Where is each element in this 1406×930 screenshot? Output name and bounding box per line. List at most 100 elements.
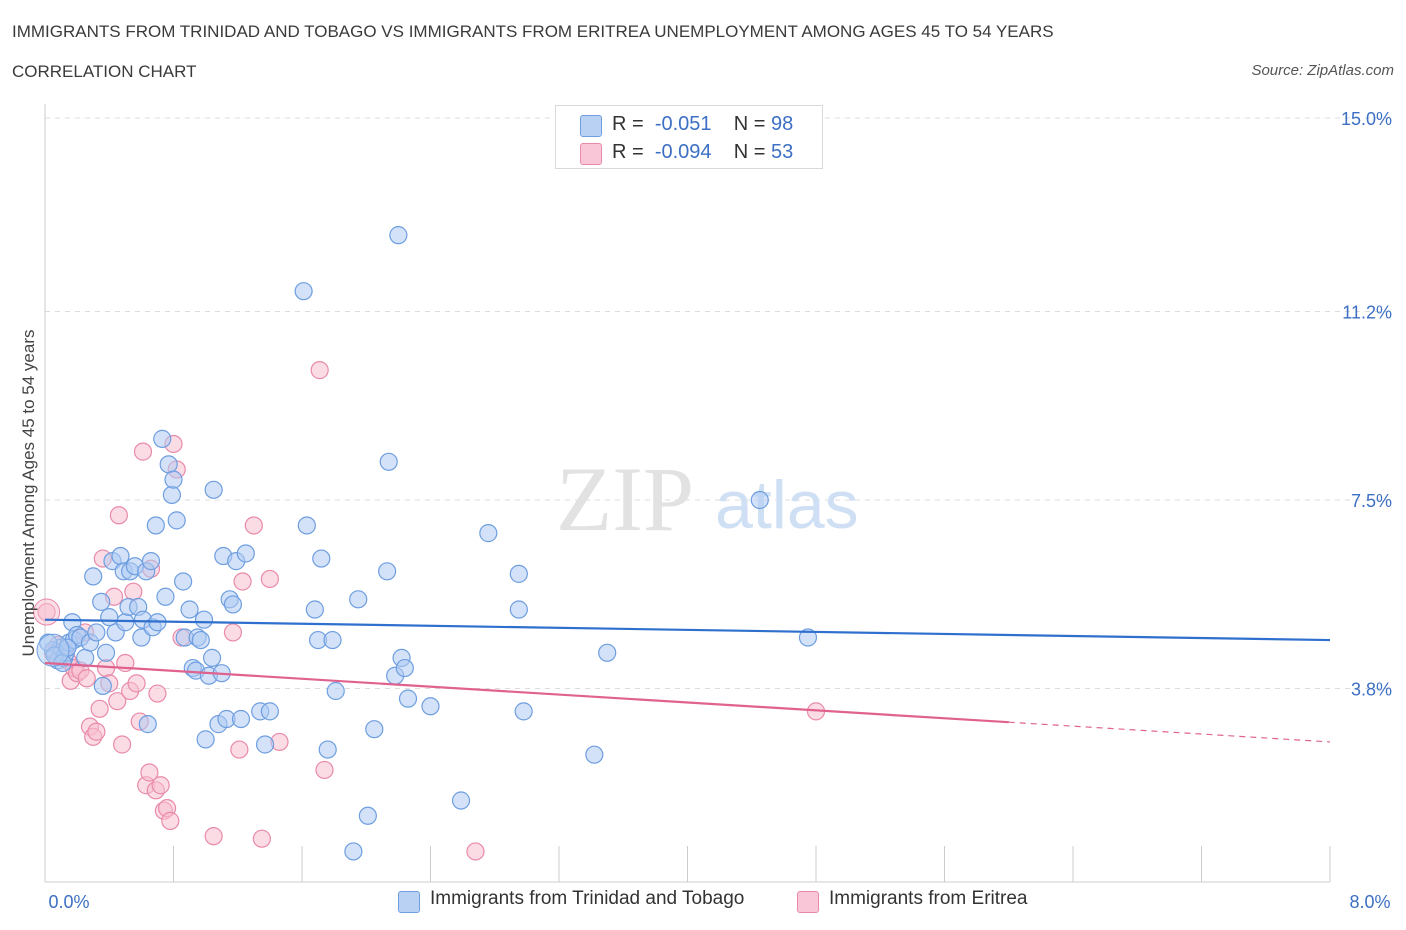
trinidad-point (111, 546, 130, 566)
trinidad-point (191, 630, 210, 650)
eritrea-point (90, 699, 109, 718)
trinidad-point (297, 516, 316, 535)
trinidad-point (96, 643, 116, 662)
trinidad-point (260, 702, 279, 721)
trinidad-point (349, 590, 368, 609)
trinidad-point (451, 791, 471, 810)
trinidad-point (87, 623, 106, 642)
trinidad-point (196, 730, 215, 749)
legend-n-value-eritrea: 53 (771, 141, 794, 163)
trinidad-point (174, 572, 193, 591)
legend-swatch-trinidad (580, 115, 602, 137)
trinidad-point (100, 608, 119, 627)
trinidad-point (159, 455, 178, 474)
trinidad-point (255, 735, 275, 754)
trinidad-point (36, 633, 70, 667)
trinidad-point (141, 552, 161, 571)
legend-n-label: N = (733, 141, 766, 163)
eritrea-point (315, 760, 334, 780)
source-credit: Source: ZipAtlas.com (1251, 62, 1394, 79)
trinidad-points (36, 226, 818, 861)
y-tick-label: 7.5% (1351, 491, 1392, 511)
eritrea-point (230, 740, 249, 759)
bottom-legend-swatch-trinidad (398, 891, 420, 913)
eritrea-point (260, 569, 279, 589)
eritrea-point (223, 623, 243, 642)
trinidad-point (509, 600, 528, 619)
legend-r-label: R = (612, 141, 644, 163)
eritrea-point (310, 361, 329, 380)
trinidad-point (365, 720, 384, 739)
chart-subtitle: CORRELATION CHART (12, 62, 197, 81)
trinidad-point (153, 429, 172, 448)
trinidad-point (798, 628, 818, 647)
grid-lines (45, 117, 1390, 689)
eritrea-point (204, 827, 223, 846)
trend-line-eritrea (44, 661, 1009, 724)
legend-swatch-eritrea (580, 143, 602, 165)
y-tick-label: 3.8% (1351, 679, 1392, 699)
eritrea-point (108, 692, 127, 711)
trinidad-point (138, 715, 157, 734)
eritrea-point (77, 669, 96, 688)
chart-title: IMMIGRANTS FROM TRINIDAD AND TOBAGO VS I… (12, 22, 1054, 41)
trinidad-point (750, 490, 769, 510)
trinidad-point (156, 587, 175, 606)
eritrea-point (112, 735, 132, 754)
trinidad-point (146, 516, 165, 535)
trinidad-point (132, 628, 151, 647)
trinidad-point (167, 511, 186, 530)
bottom-legend-label-trinidad: Immigrants from Trinidad and Tobago (430, 888, 745, 909)
trinidad-point (358, 806, 377, 825)
bottom-legend-label-eritrea: Immigrants from Eritrea (829, 888, 1028, 909)
trinidad-point (305, 600, 324, 619)
trinidad-point (116, 613, 135, 632)
eritrea-points (33, 361, 826, 861)
trinidad-point (236, 544, 255, 563)
legend-r-label: R = (612, 113, 644, 135)
trinidad-point (344, 842, 363, 861)
trinidad-point (514, 702, 533, 721)
eritrea-point (244, 516, 263, 535)
eritrea-point (109, 506, 128, 525)
eritrea-point (233, 572, 252, 591)
trinidad-point (180, 600, 199, 619)
trinidad-point (389, 226, 408, 245)
trinidad-point (318, 740, 337, 759)
legend-n-label: N = (733, 113, 766, 135)
y-tick-label: 15.0% (1341, 109, 1392, 129)
tick-labels: 3.8% 7.5% 11.2% 15.0% 0.0% 8.0% (48, 109, 1392, 912)
eritrea-point (466, 842, 485, 861)
trinidad-point (395, 658, 414, 678)
correlation-legend: R = -0.051 N = 98 R = -0.094 N = 53 (555, 105, 823, 169)
x-tick-label: 8.0% (1349, 892, 1390, 912)
x-tick-label: 0.0% (48, 892, 89, 912)
legend-r-value-eritrea: -0.094 (654, 141, 712, 163)
eritrea-point (151, 776, 170, 795)
trend-line-eritrea-extension (1008, 721, 1331, 743)
y-axis-label: Unemployment Among Ages 45 to 54 years (19, 330, 38, 657)
trend-lines (44, 618, 1331, 743)
trinidad-point (231, 709, 251, 729)
trinidad-point (162, 485, 181, 505)
y-tick-label: 11.2% (1342, 303, 1392, 323)
bottom-legend-swatch-eritrea (797, 891, 819, 913)
eritrea-point (124, 582, 143, 601)
trinidad-point (202, 648, 222, 667)
trinidad-point (84, 567, 103, 586)
trinidad-point (223, 595, 243, 614)
trinidad-point (323, 630, 342, 650)
trinidad-point (585, 745, 604, 764)
watermark-atlas: atlas (715, 467, 859, 543)
eritrea-point (148, 684, 167, 703)
trinidad-point (509, 564, 528, 583)
trinidad-point (76, 648, 95, 667)
watermark: ZIP atlas (556, 448, 859, 550)
eritrea-point (87, 722, 106, 741)
trinidad-point (421, 697, 440, 716)
trinidad-point (92, 592, 111, 611)
watermark-zip: ZIP (556, 448, 694, 550)
trinidad-point (194, 610, 214, 629)
eritrea-point (127, 674, 146, 693)
